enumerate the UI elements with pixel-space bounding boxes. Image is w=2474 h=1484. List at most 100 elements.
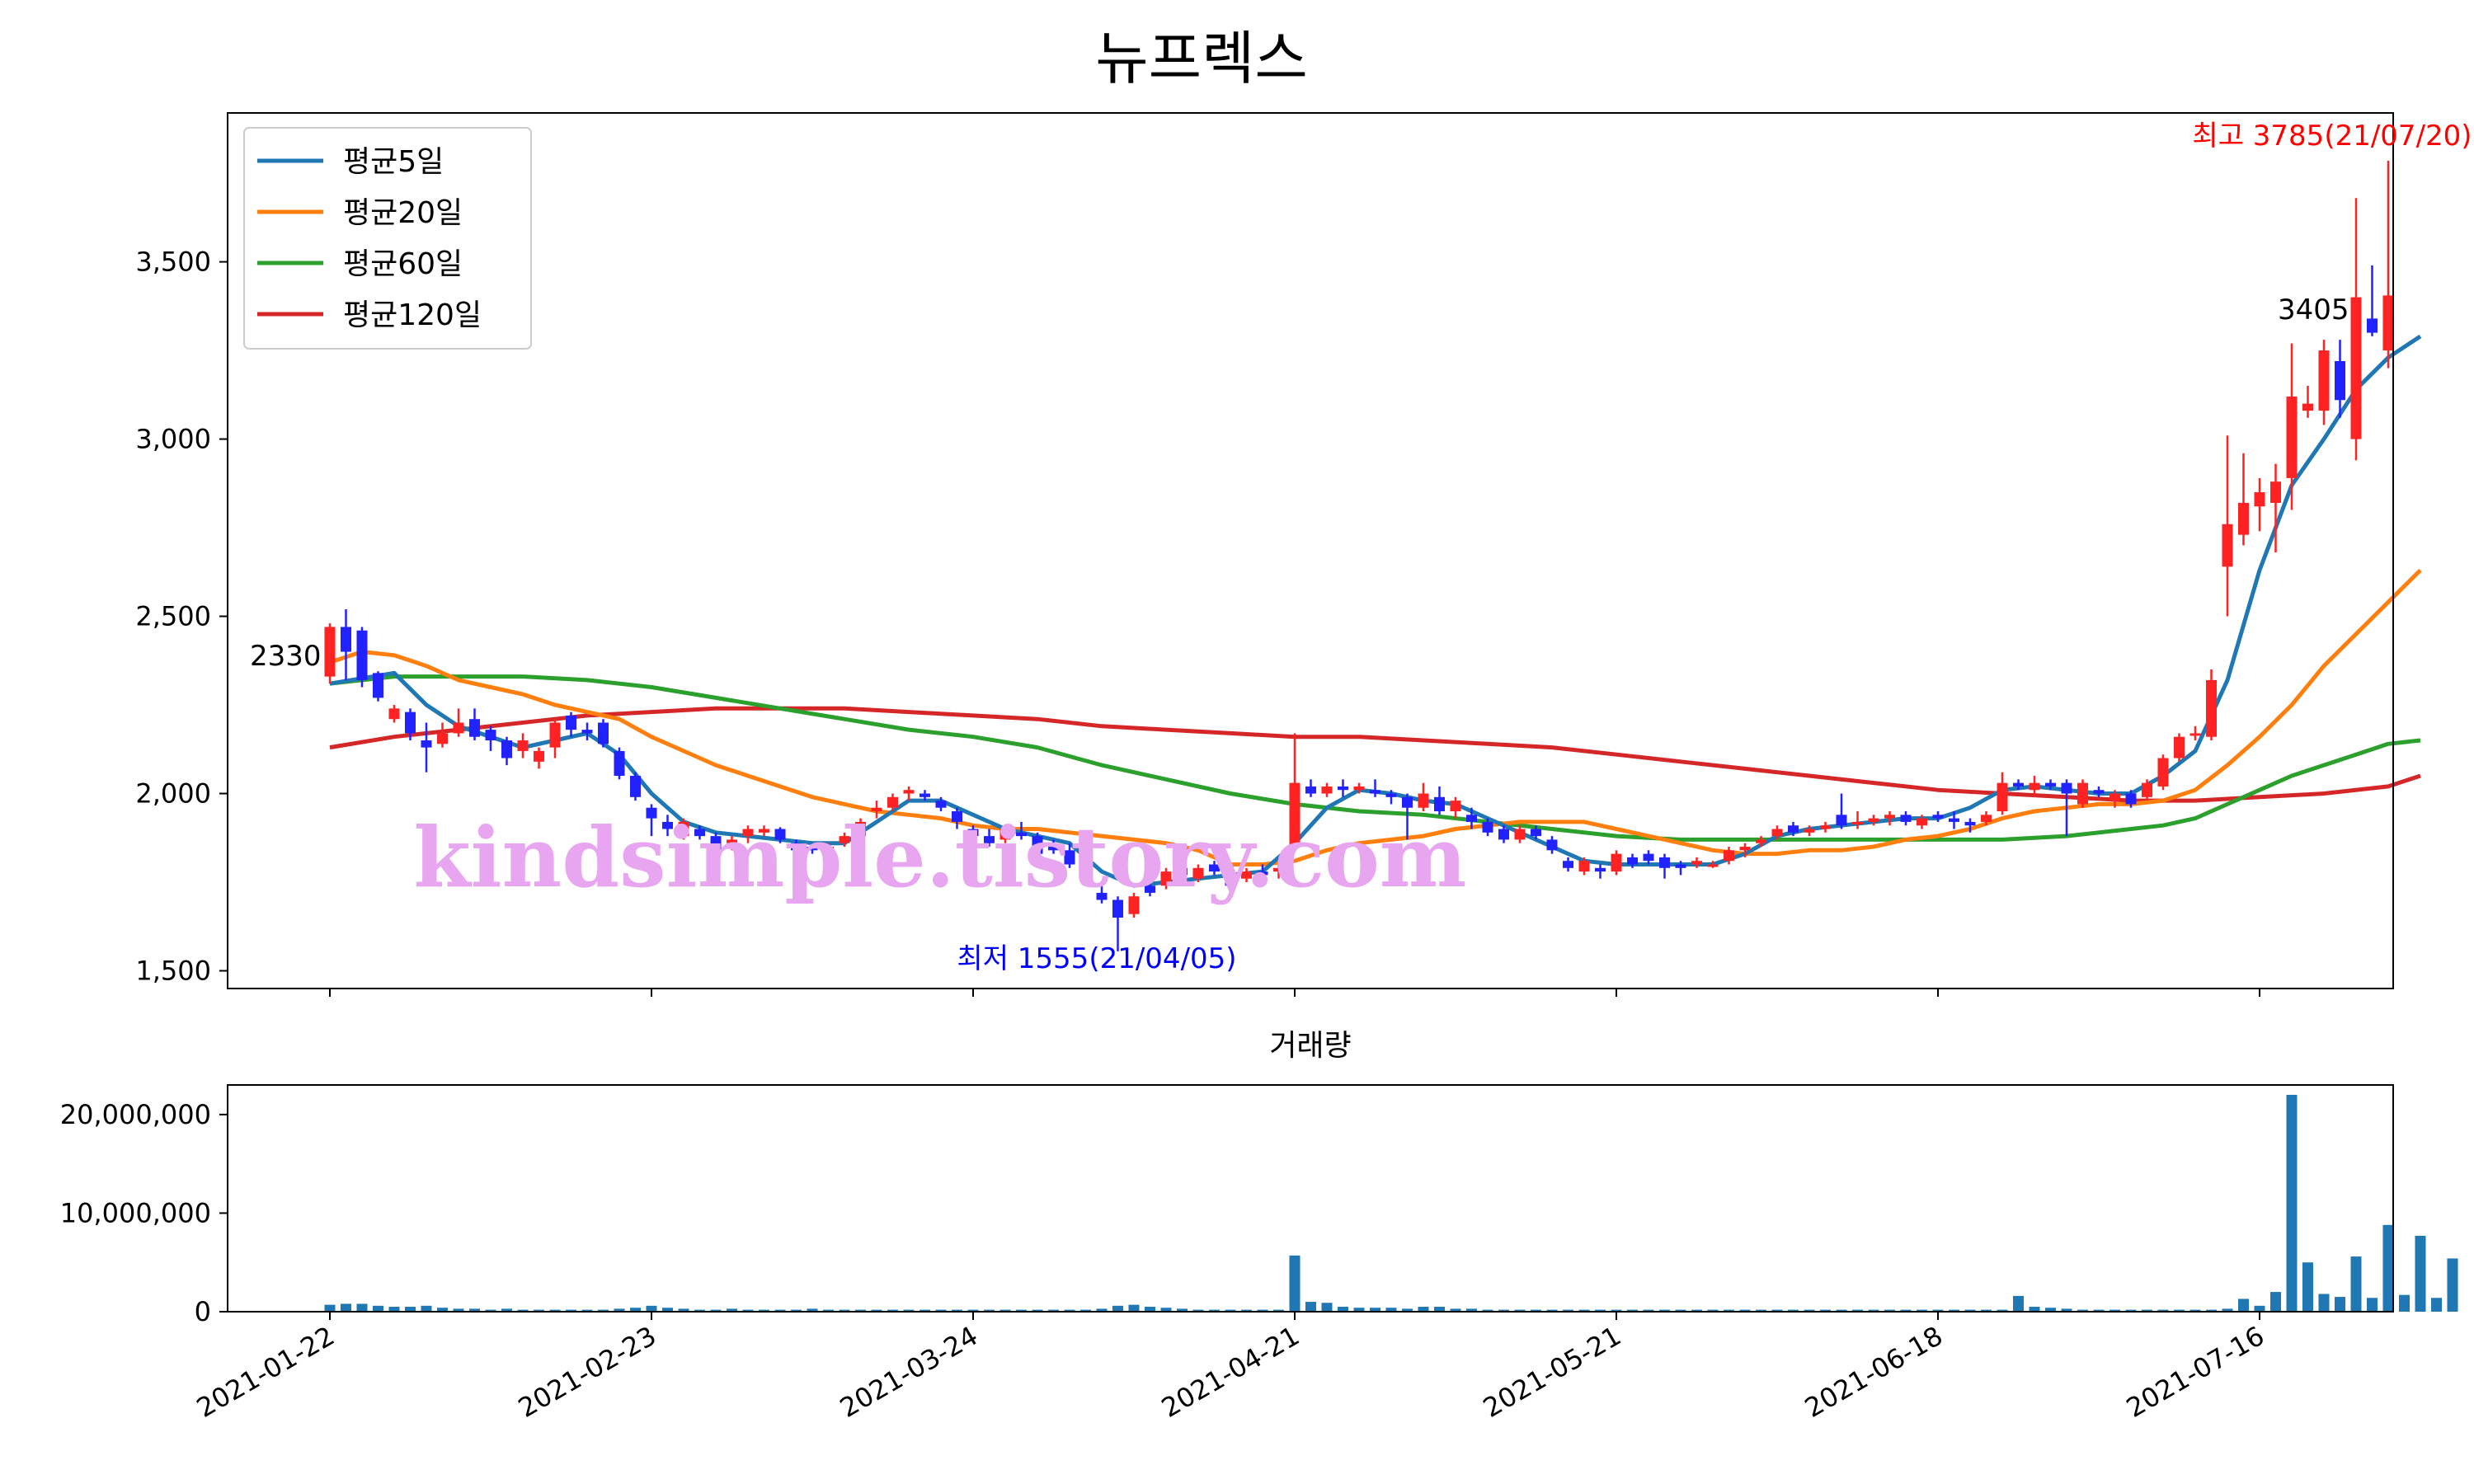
volume-bar (774, 1309, 786, 1312)
candle-body (2206, 679, 2217, 737)
volume-bar (405, 1307, 416, 1312)
volume-bar (1225, 1309, 1236, 1312)
candle-body (935, 801, 947, 808)
volume-bar (2431, 1298, 2442, 1312)
candle-body (839, 836, 850, 843)
volume-bar (1804, 1309, 1815, 1312)
candle-body (2318, 350, 2330, 411)
candle-body (1707, 864, 1719, 867)
volume-bar (1385, 1308, 1397, 1312)
candle-body (421, 740, 432, 748)
volume-bar (1466, 1308, 1477, 1312)
candle-body (1804, 829, 1815, 833)
volume-bar (1546, 1309, 1558, 1312)
candle-body (1917, 818, 1927, 826)
volume-bar (1289, 1255, 1300, 1312)
volume-y-tick-label: 0 (195, 1296, 211, 1327)
candle-body (614, 750, 625, 777)
volume-bar (1112, 1305, 1123, 1312)
candle-body (1192, 867, 1204, 879)
candle-body (1595, 867, 1606, 872)
volume-bar (2013, 1295, 2024, 1312)
candle-body (1080, 871, 1091, 876)
volume-bar (630, 1308, 641, 1312)
volume-bar (2189, 1309, 2201, 1312)
volume-bar (2238, 1298, 2249, 1312)
candle-body (1578, 861, 1590, 872)
candle-body (517, 740, 529, 751)
volume-bar (2367, 1298, 2378, 1312)
candle-body (791, 843, 802, 851)
legend-box (243, 127, 532, 350)
candle-body (678, 821, 689, 837)
candle-body (774, 829, 786, 840)
volume-bar (678, 1308, 689, 1312)
volume-bar (710, 1309, 722, 1312)
candle-body (356, 630, 368, 680)
candle-body (1498, 829, 1509, 840)
chart-title: 뉴프렉스 (1095, 25, 1308, 92)
candle-body (2125, 793, 2137, 805)
candle-body (341, 627, 351, 652)
volume-bar (566, 1309, 576, 1312)
price-plot-frame (227, 112, 2394, 989)
volume-bar (453, 1308, 464, 1312)
candle-body (1659, 857, 1670, 868)
candle-body (967, 829, 979, 837)
candle-body (1160, 871, 1172, 886)
volume-bar (1788, 1309, 1799, 1312)
volume-bar (2350, 1256, 2362, 1312)
candle-body (1820, 825, 1831, 829)
last-close-label: 3405 (2278, 294, 2349, 326)
volume-bar (421, 1305, 432, 1312)
volume-bar (1756, 1309, 1766, 1312)
volume-bar (2270, 1292, 2281, 1312)
candle-body (855, 821, 866, 837)
volume-bar (2125, 1309, 2137, 1312)
volume-y-tick-label: 10,000,000 (60, 1197, 211, 1228)
candle-body (1402, 796, 1413, 808)
candle-body (1627, 857, 1638, 865)
volume-bar (1852, 1309, 1863, 1312)
candle-body (2029, 782, 2040, 791)
volume-bar (1241, 1309, 1252, 1312)
volume-bar (2045, 1308, 2056, 1312)
candle-body (469, 719, 480, 737)
volume-bar (437, 1308, 448, 1312)
volume-bar (1578, 1309, 1590, 1312)
candle-body (1418, 793, 1429, 808)
volume-bar (1595, 1309, 1606, 1312)
candle-body (1771, 829, 1783, 837)
candle-body (1321, 786, 1333, 794)
candle-body (1949, 818, 1959, 822)
volume-bar (1209, 1309, 1220, 1312)
legend-label: 평균60일 (343, 247, 463, 281)
candle-body (1724, 850, 1734, 862)
candle-body (952, 811, 962, 822)
candle-body (485, 730, 496, 741)
volume-bar (1771, 1309, 1783, 1312)
volume-bar (1997, 1309, 2008, 1312)
candle-body (1643, 853, 1654, 862)
volume-bar (2318, 1294, 2330, 1312)
volume-bar (614, 1308, 625, 1312)
candle-body (1691, 861, 1702, 865)
candle-body (1997, 782, 2008, 812)
volume-bar (1981, 1309, 1992, 1312)
volume-axis-ticks: 0 10,000,000 20,000,000 (60, 1099, 228, 1327)
volume-bar (903, 1309, 915, 1312)
volume-bar (2174, 1309, 2185, 1312)
candle-body (2254, 492, 2265, 507)
volume-bar (1836, 1309, 1847, 1312)
volume-bar (1080, 1309, 1091, 1312)
volume-bar (2286, 1094, 2298, 1312)
volume-bar (1707, 1309, 1719, 1312)
volume-bar (646, 1305, 657, 1312)
volume-bar (1964, 1309, 1976, 1312)
candle-body (2270, 481, 2281, 503)
volume-bar (1675, 1309, 1686, 1312)
candle-body (1096, 892, 1108, 900)
candle-body (1868, 818, 1879, 822)
volume-bar (1739, 1309, 1751, 1312)
